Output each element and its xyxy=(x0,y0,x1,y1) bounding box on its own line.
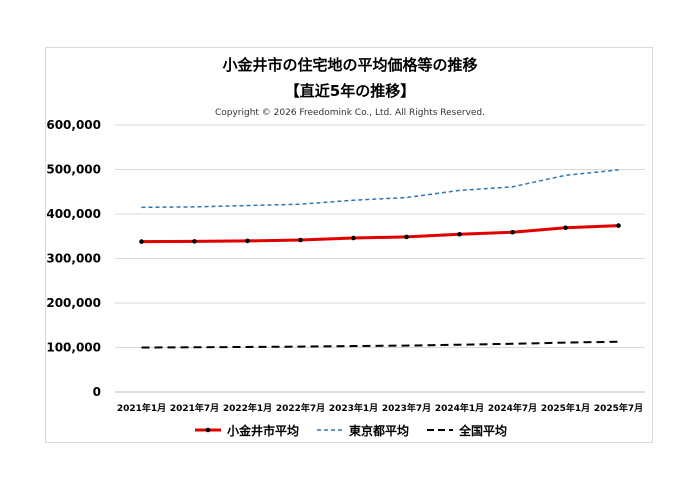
data-point xyxy=(563,225,568,231)
x-tick-label: 2021年1月 xyxy=(117,402,166,414)
legend-item: 全国平均 xyxy=(425,422,507,439)
legend-item: 小金井市平均 xyxy=(193,422,299,439)
x-tick-label: 2024年1月 xyxy=(435,402,484,414)
data-point xyxy=(616,223,621,228)
y-tick-label: 400,000 xyxy=(46,207,101,221)
x-tick-label: 2021年7月 xyxy=(170,402,219,414)
x-tick-label: 2022年7月 xyxy=(276,402,325,414)
y-tick-label: 500,000 xyxy=(46,163,101,177)
series-line xyxy=(141,340,619,349)
legend-label: 東京都平均 xyxy=(348,423,409,438)
data-point xyxy=(351,235,356,241)
series-line xyxy=(141,169,619,209)
data-point xyxy=(457,231,462,237)
data-point xyxy=(192,239,197,244)
legend-swatch xyxy=(427,429,453,431)
data-point xyxy=(298,237,303,243)
y-tick-label: 100,000 xyxy=(46,341,101,355)
chart-frame xyxy=(45,47,653,443)
data-point xyxy=(510,229,515,235)
series-line xyxy=(141,224,619,244)
x-tick-label: 2025年7月 xyxy=(594,402,643,414)
data-point xyxy=(139,239,144,244)
x-tick-label: 2024年7月 xyxy=(488,402,537,414)
chart-subtitle: 【直近5年の推移】 xyxy=(284,82,416,100)
legend-label: 小金井市平均 xyxy=(226,423,299,438)
y-tick-label: 200,000 xyxy=(46,296,101,310)
y-tick-label: 600,000 xyxy=(46,118,101,132)
legend-swatch xyxy=(194,427,221,433)
data-point xyxy=(404,234,409,240)
chart-title: 小金井市の住宅地の平均価格等の推移 xyxy=(222,56,478,74)
data-point xyxy=(245,238,250,244)
legend-label: 全国平均 xyxy=(459,423,508,438)
x-tick-label: 2022年1月 xyxy=(223,402,272,414)
legend-item: 東京都平均 xyxy=(315,422,409,439)
x-tick-label: 2025年1月 xyxy=(541,402,590,414)
copyright-text: Copyright © 2026 Freedomink Co., Ltd. Al… xyxy=(214,108,486,118)
y-tick-label: 0 xyxy=(93,385,101,399)
legend-swatch xyxy=(316,429,343,431)
y-tick-label: 300,000 xyxy=(46,252,101,266)
x-tick-label: 2023年1月 xyxy=(329,402,378,414)
chart-legend: 小金井市平均 東京都平均 全国平均 xyxy=(0,421,700,439)
x-tick-label: 2023年7月 xyxy=(382,402,431,414)
